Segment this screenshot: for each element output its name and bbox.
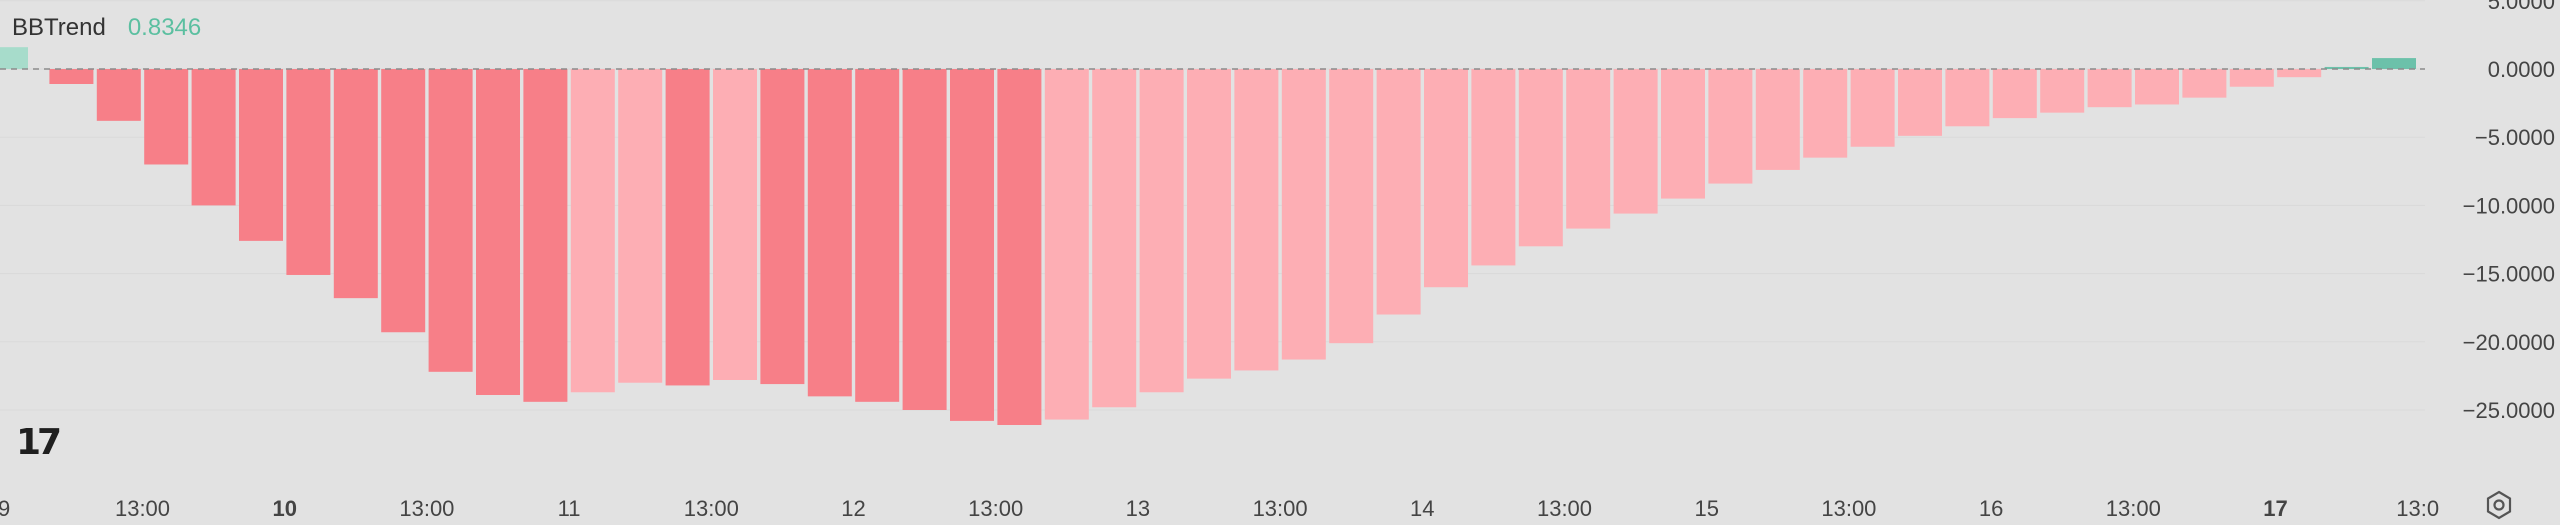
bar [1044,69,1089,420]
bar [1898,69,1942,136]
x-tick-label: 13:00 [1537,496,1592,521]
bar [333,69,378,299]
bar [1376,69,1421,315]
y-tick-label: −10.0000 [2463,193,2555,218]
bar [618,69,663,383]
x-tick-label: 13:00 [684,496,739,521]
bar [1945,69,1990,127]
bar [2277,69,2322,78]
bar [523,69,568,402]
bar [950,69,994,421]
x-tick-label: 13:00 [399,496,454,521]
bar [665,69,710,386]
bar [2229,69,2274,87]
bar [760,69,805,385]
x-tick-label: 10 [272,496,296,521]
x-tick-label: 17 [2263,496,2287,521]
y-tick-label: −25.0000 [2463,398,2555,423]
bar [2372,58,2416,69]
x-tick-label: 12 [841,496,865,521]
bar [0,47,28,69]
bar [1850,69,1895,147]
bar [1992,69,2037,119]
bar [2087,69,2132,108]
tradingview-logo-icon[interactable]: 17 [16,422,62,463]
indicator-value: 0.8346 [127,14,202,41]
settings-gear-icon[interactable] [2484,490,2514,520]
bar [2182,69,2227,98]
x-tick-label: 16 [1979,496,2003,521]
bar [1661,69,1705,199]
bar [1518,69,1563,247]
bar [997,69,1042,426]
x-tick-label: 15 [1694,496,1718,521]
bar [855,69,900,402]
x-tick-label: 13:00 [968,496,1023,521]
bar [1613,69,1658,214]
bar [1187,69,1231,379]
bar [428,69,473,372]
bar [49,69,94,85]
bar [570,69,615,393]
x-tick-label: 9 [0,496,10,521]
y-tick-label: −15.0000 [2463,262,2555,287]
indicator-legend[interactable]: BBTrend 0.8346 [12,14,201,42]
y-tick-label: −5.0000 [2475,125,2555,150]
x-tick-label: 13:0 [2396,496,2439,521]
bar [1092,69,1137,408]
bar [713,69,757,380]
x-tick-label: 13:00 [1253,496,1308,521]
bar [2135,69,2179,105]
bar [2040,69,2085,113]
bar [1708,69,1753,184]
y-tick-label: 0.0000 [2488,57,2555,82]
bar [807,69,852,397]
y-tick-label: 5.0000 [2488,0,2555,14]
bar [1234,69,1279,371]
bar [286,69,331,275]
bar [1471,69,1516,266]
x-tick-label: 14 [1410,496,1434,521]
bar [191,69,236,206]
bar [1424,69,1468,288]
x-tick-label: 13:00 [2106,496,2161,521]
x-tick-label: 11 [558,496,581,521]
bar [381,69,426,333]
bar [2324,66,2369,69]
bar [239,69,283,241]
bar [96,69,141,121]
x-tick-label: 13 [1126,496,1150,521]
bar [144,69,189,165]
bar [1803,69,1848,158]
bar [1281,69,1326,360]
bar [1566,69,1611,229]
bar [1755,69,1800,170]
bar [902,69,947,410]
indicator-name[interactable]: BBTrend [12,14,106,41]
x-tick-label: 13:00 [115,496,170,521]
bar [1329,69,1374,344]
y-tick-label: −20.0000 [2463,330,2555,355]
x-tick-label: 13:00 [1821,496,1876,521]
bar [1139,69,1184,393]
bar [476,69,520,395]
